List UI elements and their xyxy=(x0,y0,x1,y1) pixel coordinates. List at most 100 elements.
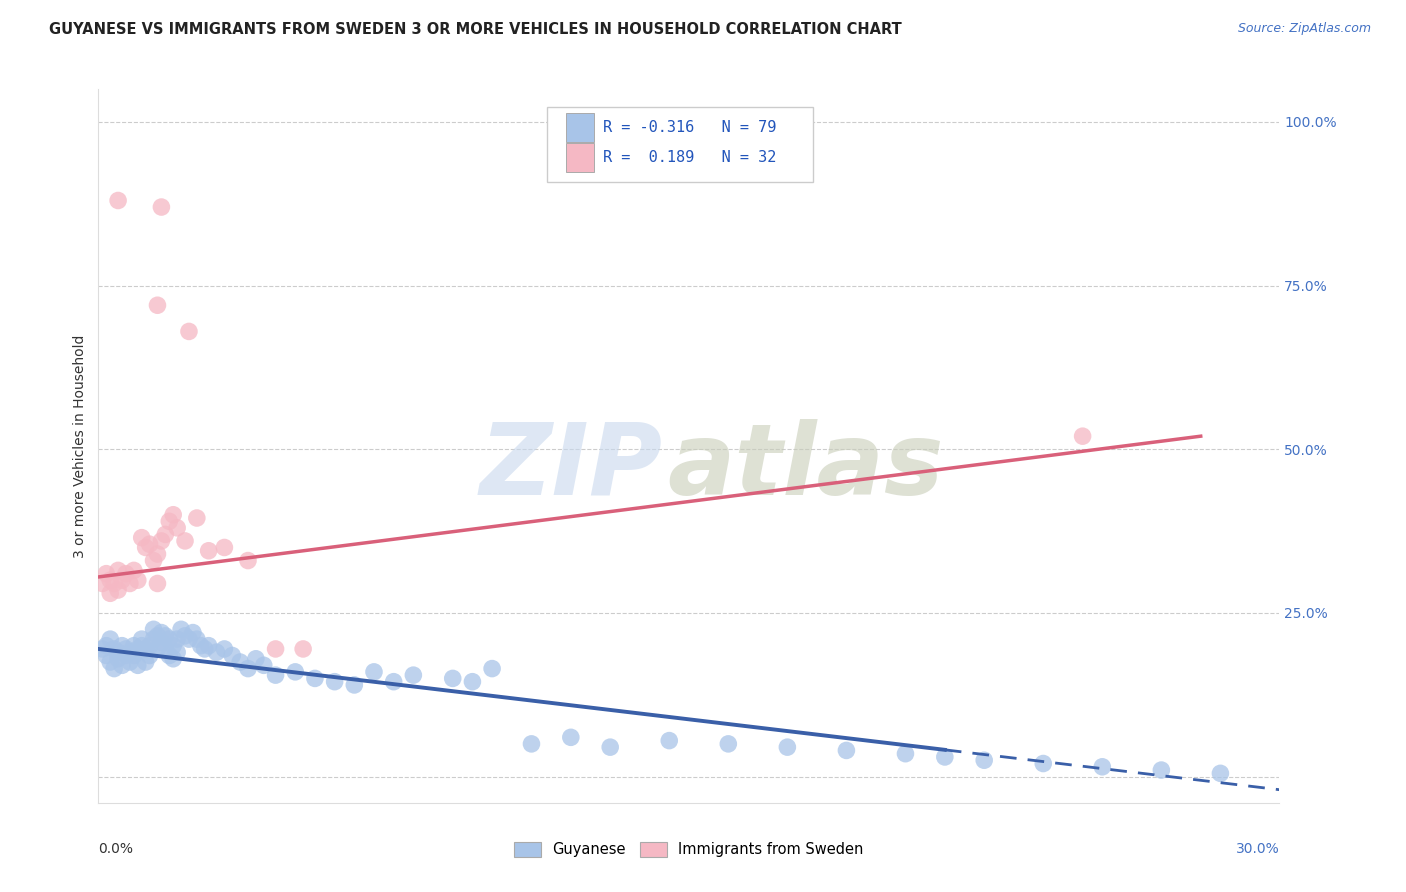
Point xyxy=(481,662,503,676)
Point xyxy=(107,194,129,208)
Point xyxy=(146,547,169,561)
FancyBboxPatch shape xyxy=(567,144,595,172)
Point xyxy=(658,733,681,747)
Point xyxy=(166,645,188,659)
Point xyxy=(150,533,173,548)
Point xyxy=(162,639,184,653)
Point xyxy=(162,508,184,522)
Point xyxy=(118,645,141,659)
Point xyxy=(166,521,188,535)
Point xyxy=(264,642,287,657)
Y-axis label: 3 or more Vehicles in Household: 3 or more Vehicles in Household xyxy=(73,334,87,558)
Point xyxy=(236,662,259,676)
Point xyxy=(91,642,114,657)
Point xyxy=(162,652,184,666)
Point xyxy=(98,655,121,669)
Point xyxy=(138,537,160,551)
Point xyxy=(441,672,464,686)
Point xyxy=(1150,763,1173,777)
Point xyxy=(170,623,193,637)
Point xyxy=(174,629,197,643)
Point xyxy=(142,632,165,647)
Point xyxy=(96,639,118,653)
Point xyxy=(214,541,236,555)
Point xyxy=(166,632,188,647)
Point xyxy=(146,576,169,591)
Point xyxy=(150,635,173,649)
Point xyxy=(122,563,145,577)
Point xyxy=(96,566,118,581)
Point xyxy=(107,582,129,597)
Text: 30.0%: 30.0% xyxy=(1236,842,1279,856)
Point xyxy=(122,648,145,663)
Point xyxy=(197,543,219,558)
Point xyxy=(973,753,995,767)
Text: R = -0.316   N = 79: R = -0.316 N = 79 xyxy=(603,120,776,136)
Point xyxy=(146,298,169,312)
Point xyxy=(138,648,160,663)
Point xyxy=(264,668,287,682)
Point xyxy=(155,642,177,657)
Point xyxy=(111,639,134,653)
Point xyxy=(1091,760,1114,774)
Point xyxy=(599,740,621,755)
Text: GUYANESE VS IMMIGRANTS FROM SWEDEN 3 OR MORE VEHICLES IN HOUSEHOLD CORRELATION C: GUYANESE VS IMMIGRANTS FROM SWEDEN 3 OR … xyxy=(49,22,903,37)
Point xyxy=(174,533,197,548)
Point xyxy=(115,566,138,581)
Point xyxy=(115,648,138,663)
Point xyxy=(343,678,366,692)
Point xyxy=(181,625,204,640)
Point xyxy=(197,639,219,653)
Point xyxy=(111,658,134,673)
Point xyxy=(98,586,121,600)
Point xyxy=(835,743,858,757)
Point xyxy=(292,642,315,657)
Point xyxy=(155,629,177,643)
Point xyxy=(229,655,252,669)
Point xyxy=(253,658,276,673)
Point xyxy=(131,639,153,653)
FancyBboxPatch shape xyxy=(567,113,595,142)
Point xyxy=(138,639,160,653)
Text: Source: ZipAtlas.com: Source: ZipAtlas.com xyxy=(1237,22,1371,36)
Point xyxy=(111,573,134,587)
Point xyxy=(894,747,917,761)
Point xyxy=(177,325,200,339)
Point xyxy=(934,750,956,764)
Point xyxy=(1071,429,1094,443)
Text: R =  0.189   N = 32: R = 0.189 N = 32 xyxy=(603,150,776,165)
Point xyxy=(304,672,326,686)
Point xyxy=(402,668,425,682)
Text: ZIP: ZIP xyxy=(479,419,664,516)
Point xyxy=(177,632,200,647)
Point xyxy=(103,642,125,657)
Text: 0.0%: 0.0% xyxy=(98,842,134,856)
Text: atlas: atlas xyxy=(668,419,945,516)
Point xyxy=(91,576,114,591)
Point xyxy=(186,511,208,525)
Point xyxy=(122,639,145,653)
Point xyxy=(96,648,118,663)
Point xyxy=(214,642,236,657)
Point xyxy=(142,623,165,637)
Point xyxy=(382,674,405,689)
Point xyxy=(146,629,169,643)
Point xyxy=(118,576,141,591)
Point xyxy=(363,665,385,679)
Point xyxy=(115,642,138,657)
Legend: Guyanese, Immigrants from Sweden: Guyanese, Immigrants from Sweden xyxy=(509,836,869,863)
Point xyxy=(1209,766,1232,780)
Point xyxy=(135,541,157,555)
Point xyxy=(146,642,169,657)
Point xyxy=(560,731,582,745)
Point xyxy=(107,563,129,577)
Point xyxy=(135,655,157,669)
Point xyxy=(150,200,173,214)
Point xyxy=(118,655,141,669)
Point xyxy=(157,514,180,528)
Point xyxy=(157,632,180,647)
Point xyxy=(186,632,208,647)
Point xyxy=(323,674,346,689)
Point xyxy=(107,652,129,666)
Point xyxy=(1032,756,1054,771)
